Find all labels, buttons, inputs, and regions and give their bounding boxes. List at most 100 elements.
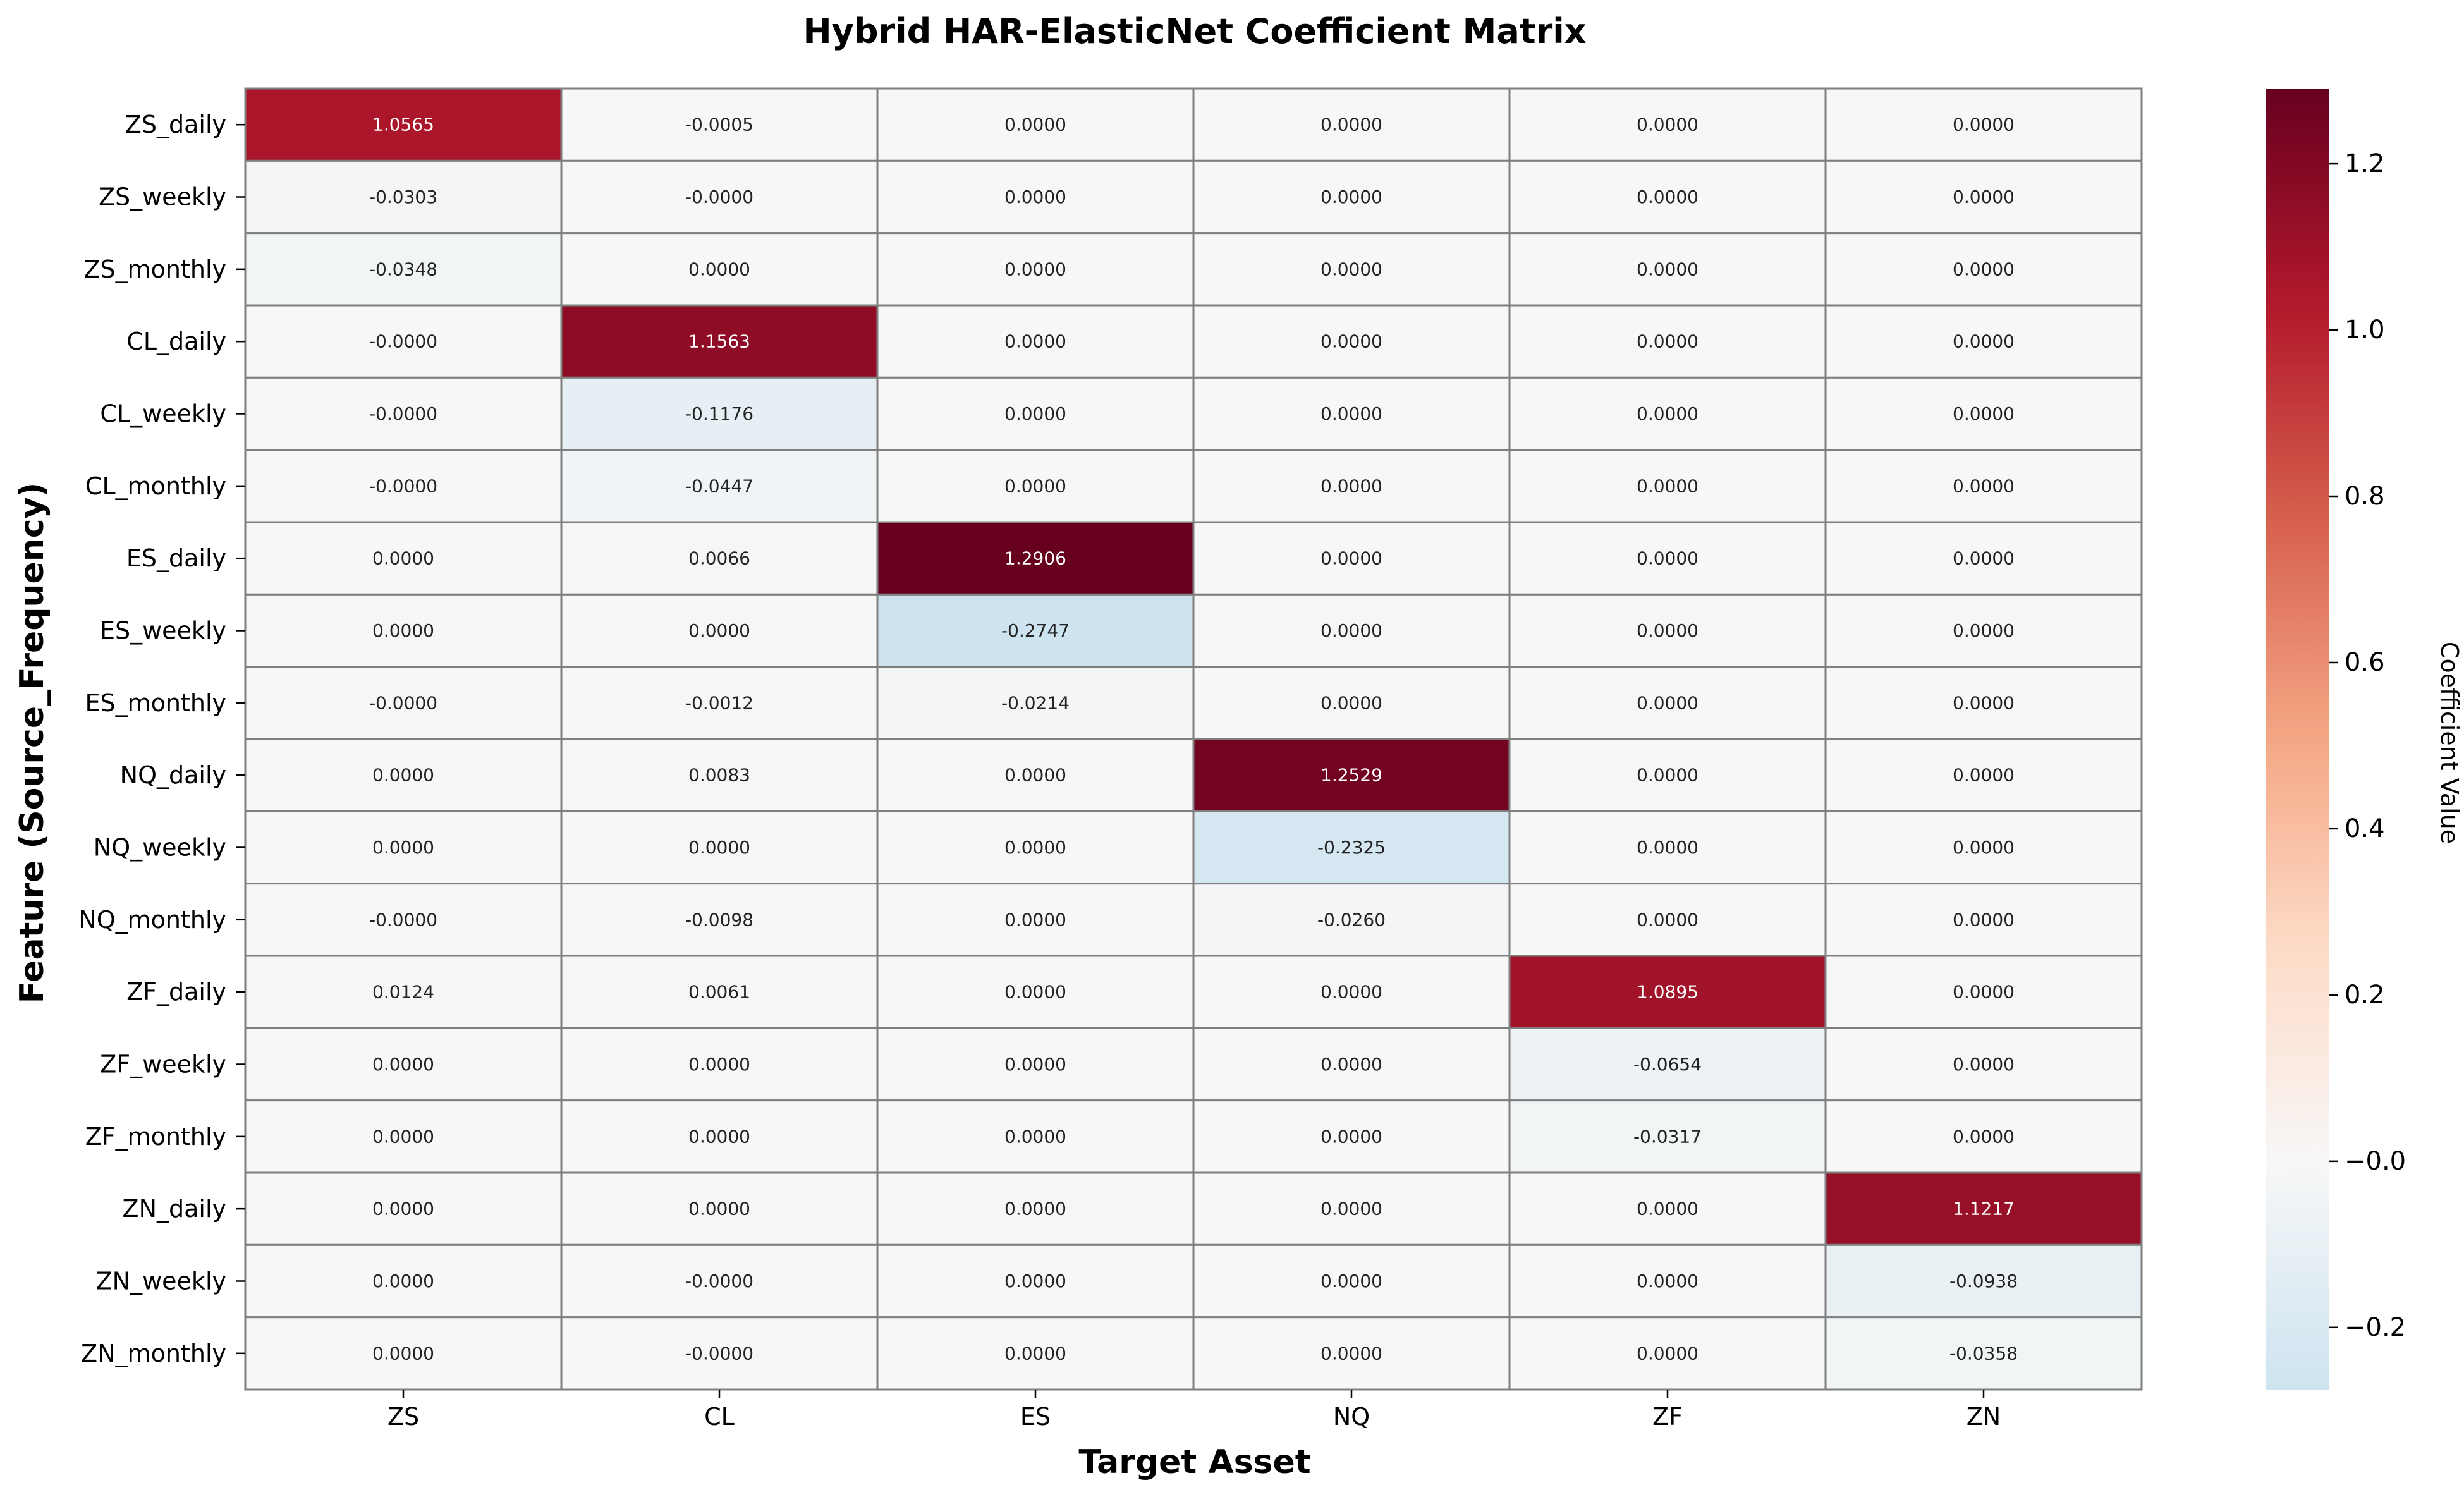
cell-value-label: 0.0000	[1004, 114, 1066, 135]
heatmap-cell	[560, 1243, 879, 1319]
cell-value-label: 1.2906	[1004, 548, 1066, 569]
cell-value-label: 0.0061	[688, 982, 750, 1003]
heatmap-cell	[1824, 883, 2143, 957]
cell-value-label: -0.0098	[685, 909, 753, 930]
y-tick-label: ZN_daily	[123, 1195, 226, 1223]
cell-value-label: 1.0895	[1637, 982, 1699, 1003]
colorbar-gradient	[2266, 89, 2329, 1390]
cell-value-label: -0.0000	[369, 692, 437, 713]
colorbar-label: Coefficient Value	[2436, 642, 2463, 844]
y-axis: ZS_daily ZS_weekly ZS_monthly CL_daily CL_we…	[78, 111, 245, 1367]
cell-value-label: 0.0000	[688, 259, 750, 279]
cell-value-label: -0.0447	[685, 475, 753, 496]
x-tick-label: ZS	[387, 1403, 419, 1431]
cell-value-label: 0.0000	[1953, 982, 2015, 1003]
y-tick-label: ZS_weekly	[99, 183, 226, 211]
x-tick-label: NQ	[1333, 1403, 1370, 1431]
y-tick-label: ZF_weekly	[100, 1051, 226, 1078]
cell-value-label: 0.0000	[1004, 1054, 1066, 1075]
cell-value-label: 0.0000	[1953, 1126, 2015, 1147]
heatmap-cell	[1192, 1099, 1511, 1174]
y-tick-label: CL_weekly	[100, 400, 226, 428]
heatmap-cell	[876, 87, 1195, 162]
cell-value-label: -0.0303	[369, 186, 437, 207]
cell-value-label: 0.0000	[1004, 1126, 1066, 1147]
cell-value-label: 0.0000	[1004, 331, 1066, 352]
cell-value-label: -0.0000	[369, 331, 437, 352]
cell-value-label: 0.0000	[1637, 259, 1699, 279]
heatmap-cell	[1192, 883, 1511, 957]
colorbar-tick-label: 0.4	[2345, 814, 2385, 843]
cell-value-label: 0.0000	[1637, 1271, 1699, 1292]
heatmap-cell	[1508, 232, 1827, 307]
cell-value-label: 0.0000	[1953, 186, 2015, 207]
cell-value-label: 0.0000	[1953, 837, 2015, 858]
heatmap-cell	[1508, 1027, 1827, 1102]
heatmap-cell	[560, 666, 879, 740]
cell-value-label: 0.0000	[688, 1199, 750, 1219]
heatmap-cell	[560, 955, 879, 1029]
cell-value-label: 0.0000	[1004, 403, 1066, 424]
cell-value-label: -0.0214	[1001, 692, 1070, 713]
cell-value-label: 0.0000	[1320, 331, 1382, 352]
cell-value-label: 0.0000	[688, 620, 750, 641]
y-tick-label: ES_weekly	[100, 617, 226, 645]
cell-value-label: 0.0000	[1320, 1199, 1382, 1219]
cell-value-label: -0.0000	[369, 475, 437, 496]
cell-value-label: 0.0000	[1953, 1054, 2015, 1075]
cell-value-label: 1.0565	[372, 114, 434, 135]
cell-value-label: 0.0000	[1004, 1199, 1066, 1219]
y-tick-label: CL_daily	[126, 327, 226, 355]
cell-value-label: 0.0000	[1637, 475, 1699, 496]
heatmap-cell	[876, 1316, 1195, 1391]
x-tick-label: ZF	[1652, 1403, 1683, 1431]
cell-value-label: 0.0000	[1004, 1343, 1066, 1364]
cell-value-label: 0.0083	[688, 765, 750, 786]
colorbar-tick-label: 0.2	[2345, 981, 2385, 1010]
y-tick-label: ZS_daily	[125, 111, 226, 138]
colorbar-tick-label: 0.6	[2345, 648, 2385, 677]
heatmap-cell	[1192, 376, 1511, 451]
cell-value-label: 0.0000	[1320, 1343, 1382, 1364]
heatmap-cell	[1192, 593, 1511, 668]
cell-value-label: 0.0000	[372, 1054, 434, 1075]
heatmap-cell	[1824, 521, 2143, 596]
heatmap-cell	[244, 449, 563, 523]
y-tick-label: ZN_monthly	[81, 1340, 226, 1367]
heatmap-cell	[1824, 593, 2143, 668]
y-tick-label: ZF_daily	[126, 978, 226, 1006]
cell-value-label: 0.0000	[372, 1343, 434, 1364]
cell-value-label: 0.0000	[1320, 692, 1382, 713]
heatmap-cell	[244, 1243, 563, 1319]
cell-value-label: 0.0000	[372, 1199, 434, 1219]
cell-value-label: 0.0000	[1637, 765, 1699, 786]
heatmap-cell	[1824, 1171, 2143, 1246]
cell-value-label: 0.0000	[688, 837, 750, 858]
y-axis-label: Feature (Source_Frequency)	[13, 482, 51, 1003]
cell-value-label: -0.0260	[1317, 909, 1386, 930]
heatmap-cell	[1192, 304, 1511, 379]
cell-value-label: 0.0000	[1004, 982, 1066, 1003]
heatmap-cell	[244, 738, 563, 812]
cell-value-label: 0.0000	[372, 620, 434, 641]
heatmap-cell	[1824, 87, 2143, 162]
cell-value-label: 0.0000	[1637, 909, 1699, 930]
heatmap-cell	[1824, 1243, 2143, 1319]
y-tick-label: ZF_monthly	[85, 1123, 226, 1151]
cell-value-label: 0.0000	[1953, 620, 2015, 641]
cell-value-label: -0.0000	[369, 909, 437, 930]
cell-value-label: 0.0000	[1320, 475, 1382, 496]
cell-value-label: 0.0000	[1637, 1343, 1699, 1364]
cell-value-label: 0.0000	[1320, 114, 1382, 135]
heatmap-cell	[244, 666, 563, 740]
heatmap-cell-labels: 1.0565 -0.0005 0.0000 0.0000 0.0000 0.0000 -0.…	[369, 114, 2018, 1364]
cell-value-label: 0.0000	[1637, 620, 1699, 641]
heatmap-cell	[1508, 1099, 1827, 1174]
heatmap-cell	[1824, 159, 2143, 235]
heatmap-cell	[244, 521, 563, 596]
colorbar-tick-label: 1.0	[2345, 315, 2385, 345]
cell-value-label: 0.0000	[1953, 331, 2015, 352]
cell-value-label: 0.0000	[1953, 692, 2015, 713]
cell-value-label: 0.0000	[372, 1271, 434, 1292]
heatmap-cell	[560, 304, 879, 379]
